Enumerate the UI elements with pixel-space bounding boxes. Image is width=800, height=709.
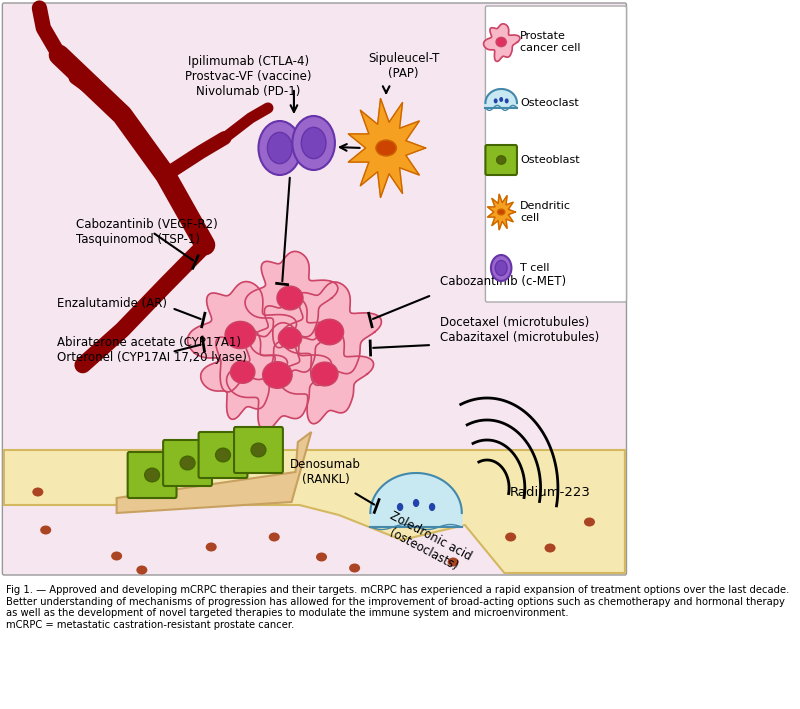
Ellipse shape: [262, 362, 292, 389]
Ellipse shape: [584, 518, 595, 527]
Ellipse shape: [278, 328, 302, 348]
Circle shape: [505, 99, 509, 104]
FancyBboxPatch shape: [486, 6, 626, 302]
Polygon shape: [487, 194, 515, 230]
FancyBboxPatch shape: [198, 432, 247, 478]
Polygon shape: [483, 24, 520, 62]
Circle shape: [292, 116, 335, 170]
Polygon shape: [281, 282, 382, 386]
Text: Zoledronic acid
(osteoclasts): Zoledronic acid (osteoclasts): [381, 509, 474, 576]
Ellipse shape: [311, 362, 338, 386]
Circle shape: [302, 128, 326, 159]
Polygon shape: [486, 89, 517, 108]
Circle shape: [258, 121, 301, 175]
Ellipse shape: [111, 552, 122, 561]
FancyBboxPatch shape: [128, 452, 177, 498]
Text: Denosumab
(RANKL): Denosumab (RANKL): [290, 458, 361, 486]
Ellipse shape: [230, 361, 255, 384]
Ellipse shape: [40, 525, 51, 535]
Polygon shape: [348, 99, 426, 198]
Ellipse shape: [277, 286, 303, 310]
Polygon shape: [4, 450, 625, 573]
Ellipse shape: [349, 564, 360, 572]
Text: Radium-223: Radium-223: [510, 486, 590, 498]
FancyBboxPatch shape: [486, 145, 517, 175]
Circle shape: [413, 499, 419, 507]
Ellipse shape: [215, 448, 230, 462]
Circle shape: [495, 260, 507, 276]
Text: Fig 1. — Approved and developing mCRPC therapies and their targets. mCRPC has ex: Fig 1. — Approved and developing mCRPC t…: [6, 585, 790, 630]
Ellipse shape: [315, 319, 343, 345]
Ellipse shape: [32, 488, 43, 496]
Ellipse shape: [498, 209, 505, 215]
Ellipse shape: [376, 140, 396, 156]
Ellipse shape: [136, 566, 147, 574]
Ellipse shape: [505, 532, 516, 542]
Text: Ipilimumab (CTLA-4)
Prostvac-VF (vaccine)
Nivolumab (PD-1): Ipilimumab (CTLA-4) Prostvac-VF (vaccine…: [185, 55, 311, 98]
Polygon shape: [117, 432, 311, 513]
Polygon shape: [370, 473, 462, 527]
Polygon shape: [187, 281, 297, 392]
Polygon shape: [226, 323, 331, 431]
Text: Osteoclast: Osteoclast: [520, 98, 579, 108]
Circle shape: [491, 255, 511, 281]
Circle shape: [267, 133, 292, 164]
Ellipse shape: [448, 557, 458, 566]
Text: Dendritic
cell: Dendritic cell: [520, 201, 571, 223]
Ellipse shape: [497, 156, 506, 164]
Ellipse shape: [180, 456, 195, 470]
Text: T cell: T cell: [520, 263, 550, 273]
Ellipse shape: [145, 468, 159, 482]
Ellipse shape: [316, 552, 327, 562]
Ellipse shape: [269, 532, 280, 542]
Text: Osteoblast: Osteoblast: [520, 155, 580, 165]
Ellipse shape: [206, 542, 217, 552]
Text: Prostate
cancer cell: Prostate cancer cell: [520, 31, 581, 52]
Text: Abiraterone acetate (CYP17A1)
Orteronel (CYP17AI 17,20 lyase): Abiraterone acetate (CYP17A1) Orteronel …: [57, 336, 246, 364]
Polygon shape: [278, 328, 374, 424]
Circle shape: [429, 503, 435, 511]
Ellipse shape: [496, 38, 506, 47]
Text: Docetaxel (microtubules)
Cabazitaxel (microtubules): Docetaxel (microtubules) Cabazitaxel (mi…: [440, 316, 599, 344]
Text: Sipuleucel-T
(PAP): Sipuleucel-T (PAP): [368, 52, 439, 80]
Text: Cabozantinib (VEGF-R2)
Tasquinomod (TSP-1): Cabozantinib (VEGF-R2) Tasquinomod (TSP-…: [77, 218, 218, 246]
FancyBboxPatch shape: [163, 440, 212, 486]
Polygon shape: [201, 328, 287, 419]
FancyBboxPatch shape: [234, 427, 283, 473]
Polygon shape: [250, 297, 333, 381]
Ellipse shape: [251, 443, 266, 457]
Circle shape: [499, 97, 503, 102]
Ellipse shape: [225, 321, 256, 349]
FancyBboxPatch shape: [2, 3, 626, 575]
Circle shape: [397, 503, 403, 511]
Ellipse shape: [545, 544, 555, 552]
Text: Cabozantinib (c-MET): Cabozantinib (c-MET): [440, 276, 566, 289]
Polygon shape: [245, 252, 338, 347]
Text: Enzalutamide (AR): Enzalutamide (AR): [57, 296, 166, 310]
Circle shape: [494, 99, 498, 104]
